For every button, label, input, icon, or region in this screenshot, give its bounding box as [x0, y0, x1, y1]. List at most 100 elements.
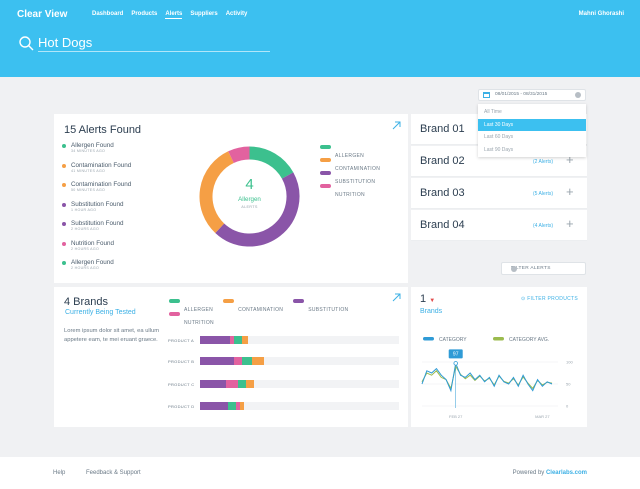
footer-feedback-link[interactable]: Feedback & Support [86, 470, 141, 476]
product-label: PRODUCT A [168, 338, 194, 343]
product-bar-row[interactable]: PRODUCT A [168, 336, 399, 344]
search-input[interactable] [38, 34, 270, 52]
footer: Help Feedback & Support Powered by Clear… [0, 457, 640, 489]
trend-card: 1 ▼ Brands ⊙ FILTER PRODUCTS [411, 287, 587, 427]
legend-label: NUTRITION [184, 320, 214, 326]
legend-item: NUTRITION [169, 311, 214, 326]
alert-list-item[interactable]: Nutrition Found 2 HOURS AGO [62, 240, 131, 260]
alert-label: Allergen Found [71, 259, 114, 266]
expand-plus-icon[interactable]: + [566, 184, 574, 199]
product-bar-segment-allergen [233, 336, 242, 344]
alert-time: 41 MINUTES AGO [71, 168, 106, 173]
product-bar-segment-allergen [237, 380, 246, 388]
annotation-label: 97 [453, 351, 459, 357]
product-bar-segment-substitution [200, 357, 234, 365]
nav-products[interactable]: Products [131, 11, 158, 17]
search-icon [19, 36, 34, 51]
nav-alerts[interactable]: Alerts [165, 11, 183, 19]
donut-segment-allergen [249, 146, 294, 179]
alert-list-item[interactable]: Substitution Found 2 HOURS AGO [62, 220, 131, 240]
legend-label: CONTAMINATION [335, 166, 381, 172]
alert-label: Allergen Found [71, 142, 114, 149]
app-header: Clear View Dashboard Products Alerts Sup… [0, 0, 640, 77]
nav-dashboard[interactable]: Dashboard [92, 11, 124, 17]
legend-item: SUBSTITUTION [320, 170, 380, 185]
app-logo[interactable]: Clear View [17, 9, 68, 20]
expand-icon[interactable] [392, 293, 401, 302]
legend-item: NUTRITION [320, 183, 380, 198]
y-tick-label: 0 [566, 404, 569, 409]
donut-segment-nutrition [228, 146, 250, 164]
legend-item: ALLERGEN [320, 144, 380, 159]
product-bar-row[interactable]: PRODUCT B [168, 357, 399, 365]
legend-label: SUBSTITUTION [308, 307, 349, 313]
clear-filter-icon[interactable] [511, 266, 517, 272]
alert-dot-icon [62, 261, 66, 265]
alert-list-item[interactable]: Substitution Found 1 HOUR AGO [62, 201, 131, 221]
alerts-legend: ALLERGEN CONTAMINATION SUBSTITUTION NUTRITI… [320, 144, 381, 198]
date-option[interactable]: Last 30 Days [478, 118, 586, 131]
nav-activity[interactable]: Activity [225, 11, 248, 17]
product-bar-segment-nutrition [225, 380, 238, 388]
y-tick-label: 100 [566, 360, 573, 365]
brand-name: Brand 02 [420, 155, 465, 167]
product-bar-segment-allergen [241, 357, 252, 365]
product-label: PRODUCT B [168, 359, 195, 364]
date-option[interactable]: Last 60 Days [484, 134, 514, 140]
brand-name: Brand 04 [420, 219, 465, 231]
brand-row[interactable]: Brand 04 (4 Alerts) + [411, 210, 587, 241]
brand-name: Brand 03 [420, 187, 465, 199]
alert-list-item[interactable]: Contamination Found 41 MINUTES AGO [62, 162, 131, 182]
alert-label: Nutrition Found [71, 239, 115, 247]
user-name[interactable]: Mahni Ghorashi [578, 11, 624, 17]
footer-powered: Powered by Clearlabs.com [512, 470, 587, 476]
footer-brand-link[interactable]: Clearlabs.com [545, 470, 587, 476]
product-bar-segment-contamination [241, 336, 248, 344]
product-bar-segment-substitution [200, 336, 230, 344]
nav-suppliers[interactable]: Suppliers [190, 11, 218, 17]
chart-legend-label: CATEGORY AVG. [509, 337, 549, 343]
filter-products-button[interactable]: ⊙ FILTER PRODUCTS [521, 296, 578, 302]
date-range-dropdown: All Time Last 30 Days Last 60 Days Last 90 … [478, 104, 586, 157]
product-bar-segment-contamination [245, 380, 254, 388]
alerts-title: 15 Alerts Found [64, 124, 142, 136]
series-line-category-avg [421, 365, 553, 390]
alert-list-item[interactable]: Allergen Found 34 MINUTES AGO [62, 142, 131, 162]
legend-swatch [320, 145, 331, 149]
date-range-picker[interactable]: 08/01/2015 - 08/31/2015 [478, 89, 586, 101]
annotation-point[interactable] [453, 361, 458, 366]
expand-plus-icon[interactable]: + [566, 216, 574, 231]
alert-label: Contamination Found [71, 181, 132, 188]
x-tick-label: FEB 27 [449, 414, 463, 419]
date-option[interactable]: All Time [484, 109, 502, 115]
chart-legend-swatch [493, 337, 504, 341]
donut-count: 4 [245, 176, 254, 193]
product-bar-segment-nutrition [233, 357, 242, 365]
product-bar-row[interactable]: PRODUCT D [168, 402, 399, 410]
product-bar-track [200, 357, 399, 365]
brand-alert-count: (4 Alerts) [533, 223, 554, 229]
alert-time: 1 HOUR AGO [71, 207, 97, 212]
footer-help-link[interactable]: Help [53, 470, 66, 476]
series-line-category [421, 361, 553, 393]
date-option[interactable]: Last 90 Days [484, 146, 514, 153]
legend-swatch [223, 299, 235, 303]
product-bar-segment-substitution [200, 380, 226, 388]
filter-alerts-select[interactable]: FILTER ALERTS [501, 262, 586, 275]
alert-list-item[interactable]: Allergen Found 2 HOURS AGO [62, 259, 131, 279]
clear-date-icon[interactable] [575, 92, 581, 98]
expand-icon[interactable] [392, 121, 401, 130]
expand-plus-icon[interactable]: + [566, 152, 574, 167]
brands-legend: ALLERGEN CONTAMINATION SUBSTITUTION NUTRITI… [169, 298, 389, 326]
brand-row[interactable]: Brand 03 (5 Alerts) + [411, 178, 587, 209]
chart-legend-label: CATEGORY [439, 337, 467, 343]
alert-list-item[interactable]: Contamination Found 50 MINUTES AGO [62, 181, 131, 201]
product-label: PRODUCT C [168, 382, 195, 387]
donut-segment-contamination [199, 151, 235, 233]
product-bar-segment-substitution [200, 402, 228, 410]
legend-label: SUBSTITUTION [335, 179, 376, 185]
date-range-value: 08/01/2015 - 08/31/2015 [495, 92, 548, 97]
chart-legend-swatch [423, 337, 434, 341]
product-bar-row[interactable]: PRODUCT C [168, 380, 399, 388]
alert-label: Substitution Found [71, 200, 124, 208]
